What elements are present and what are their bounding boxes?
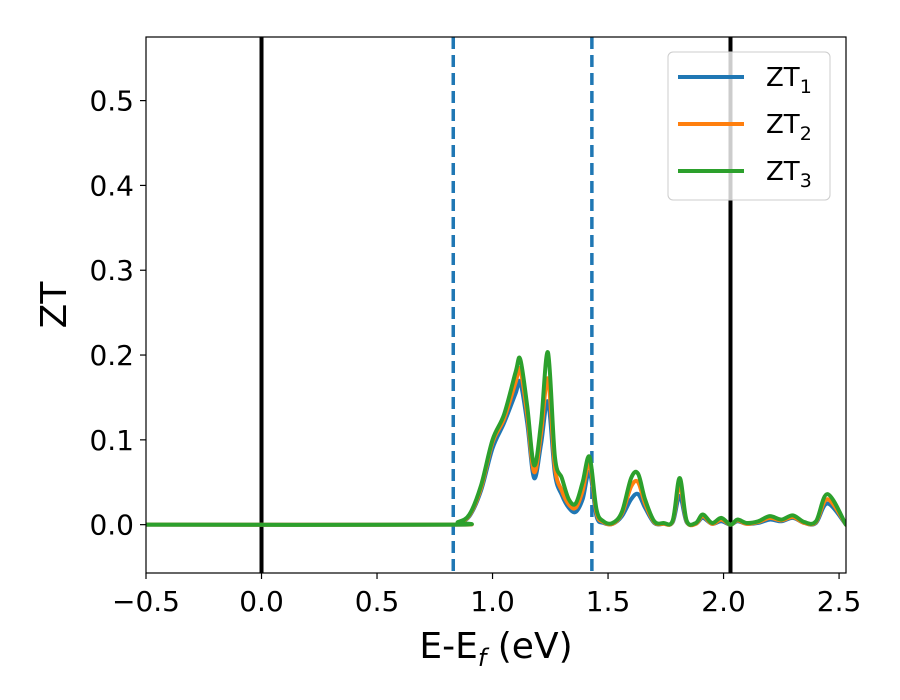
x-tick-label: 0.0 — [239, 585, 284, 618]
y-tick-label: 0.2 — [89, 339, 134, 372]
x-tick-label: −0.5 — [112, 585, 180, 618]
y-tick-label: 0.3 — [89, 254, 134, 287]
y-tick-label: 0.5 — [89, 85, 134, 118]
legend-label-3: ZT3 — [766, 157, 812, 192]
y-tick-label: 0.4 — [89, 169, 134, 202]
x-tick-label: 2.0 — [701, 585, 746, 618]
x-tick-label: 1.0 — [470, 585, 515, 618]
y-tick-label: 0.1 — [89, 424, 134, 457]
legend-label-1: ZT1 — [766, 63, 812, 98]
series-line-3 — [146, 350, 846, 527]
x-tick-label: 1.5 — [586, 585, 631, 618]
x-axis-label: E-Ef (eV) — [419, 626, 572, 672]
legend-label-2: ZT2 — [766, 110, 812, 145]
legend: ZT1 ZT2 ZT3 — [667, 51, 831, 201]
plot-frame — [145, 36, 847, 574]
x-tick-label: 0.5 — [355, 585, 400, 618]
series-lines — [146, 350, 846, 528]
y-axis-ticks: 0.0 0.1 0.2 0.3 0.4 0.5 — [89, 85, 146, 542]
y-tick-label: 0.0 — [89, 509, 134, 542]
y-axis-label: ZT — [34, 281, 75, 329]
legend-box — [667, 51, 831, 201]
x-tick-label: 2.5 — [817, 585, 862, 618]
x-axis-ticks: −0.5 0.0 0.5 1.0 1.5 2.0 2.5 — [112, 573, 861, 618]
